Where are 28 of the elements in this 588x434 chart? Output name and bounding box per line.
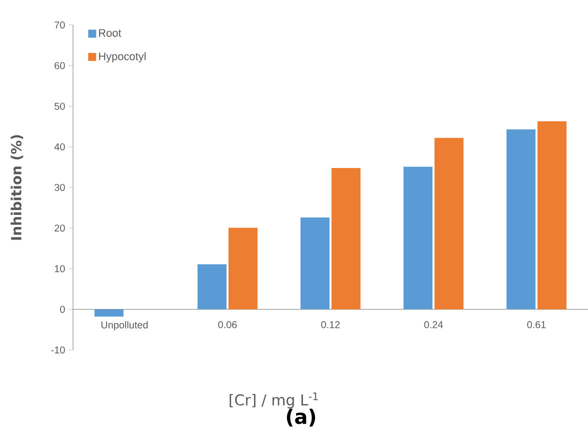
bar: [538, 121, 566, 310]
bar: [404, 166, 433, 310]
bar: [198, 264, 227, 310]
y-tick-label: 70: [54, 21, 65, 29]
bar: [434, 138, 464, 310]
bar: [506, 129, 536, 310]
y-tick-label: 20: [54, 224, 65, 232]
bar: [228, 228, 258, 310]
x-tick-label: 0.24: [424, 321, 443, 328]
x-axis-title: [Cr] / mg L$^{-1}$: [230, 392, 318, 408]
bar: [300, 218, 330, 310]
y-tick-label: 60: [54, 62, 65, 70]
y-tick-label: 10: [54, 265, 65, 272]
x-tick-label: 0.61: [527, 321, 546, 328]
y-tick-label: -10: [51, 346, 65, 354]
x-tick-label: 0.06: [218, 321, 237, 328]
legend-label: Root: [99, 29, 122, 37]
x-tick-label: Unpolluted: [101, 321, 148, 330]
y-tick-label: 0: [60, 306, 65, 313]
legend-label: Hypocotyl: [99, 52, 146, 62]
y-axis-title: Inhibition (%): [10, 135, 24, 240]
bar: [332, 168, 361, 310]
y-tick-label: 50: [54, 102, 65, 110]
x-tick-label: 0.12: [321, 321, 340, 328]
y-tick-label: 30: [54, 184, 65, 192]
bar: [94, 309, 124, 317]
y-tick-label: 40: [54, 143, 65, 150]
text: (a): [286, 408, 316, 426]
